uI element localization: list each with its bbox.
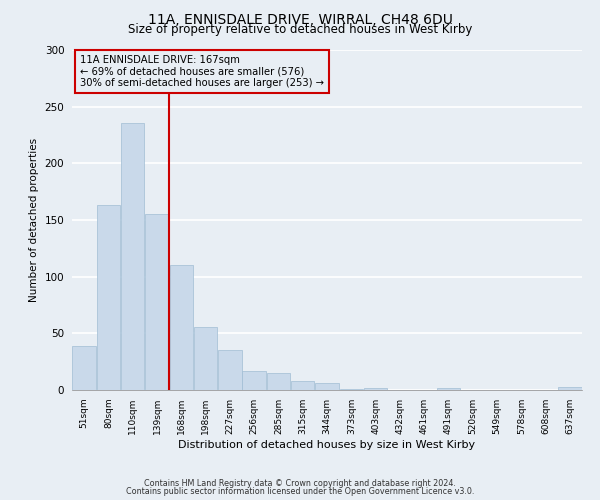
Bar [73, 346, 96, 390]
Bar [218, 350, 242, 390]
Bar [170, 266, 193, 390]
X-axis label: Distribution of detached houses by size in West Kirby: Distribution of detached houses by size … [178, 440, 476, 450]
Text: Size of property relative to detached houses in West Kirby: Size of property relative to detached ho… [128, 22, 472, 36]
Text: 11A ENNISDALE DRIVE: 167sqm
← 69% of detached houses are smaller (576)
30% of se: 11A ENNISDALE DRIVE: 167sqm ← 69% of det… [80, 55, 323, 88]
Bar [194, 326, 217, 390]
Bar [97, 206, 120, 390]
Bar [364, 388, 388, 390]
Bar [437, 388, 460, 390]
Bar [340, 389, 363, 390]
Bar [242, 370, 266, 390]
Bar [266, 373, 290, 390]
Bar [291, 381, 314, 390]
Bar [315, 383, 339, 390]
Text: Contains HM Land Registry data © Crown copyright and database right 2024.: Contains HM Land Registry data © Crown c… [144, 478, 456, 488]
Bar [121, 122, 145, 390]
Bar [145, 214, 169, 390]
Text: 11A, ENNISDALE DRIVE, WIRRAL, CH48 6DU: 11A, ENNISDALE DRIVE, WIRRAL, CH48 6DU [148, 12, 452, 26]
Y-axis label: Number of detached properties: Number of detached properties [29, 138, 39, 302]
Text: Contains public sector information licensed under the Open Government Licence v3: Contains public sector information licen… [126, 487, 474, 496]
Bar [558, 386, 581, 390]
